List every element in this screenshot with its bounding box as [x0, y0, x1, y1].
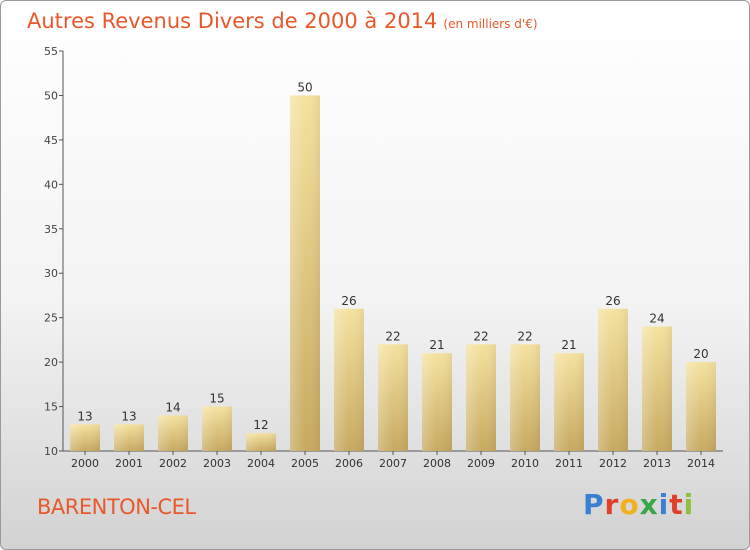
x-tick-label: 2005 — [291, 457, 319, 470]
bar-shading — [422, 353, 452, 451]
bar-value-label: 22 — [517, 329, 532, 343]
x-tick-label: 2006 — [335, 457, 363, 470]
y-tick-label: 55 — [44, 45, 58, 58]
logo-letter: o — [619, 488, 640, 521]
bar-shading — [70, 424, 100, 451]
bar-shading — [466, 344, 496, 451]
x-tick-label: 2002 — [159, 457, 187, 470]
bar-value-label: 50 — [297, 80, 312, 94]
logo-letter: x — [639, 488, 659, 521]
bar-value-label: 21 — [429, 338, 444, 352]
bar-value-label: 12 — [253, 418, 268, 432]
bar-shading — [114, 424, 144, 451]
logo-letter: i — [658, 488, 670, 521]
bar-shading — [598, 308, 628, 451]
bar-value-label: 22 — [385, 329, 400, 343]
bar-value-label: 20 — [693, 347, 708, 361]
bar-shading — [158, 415, 188, 451]
logo-letter: P — [583, 488, 605, 521]
axes: 10 15 20 25 30 35 40 45 50 55 2000 2001 2002 2003 2004… — [44, 45, 723, 470]
x-tick-label: 2014 — [687, 457, 715, 470]
bar-value-label: 26 — [341, 294, 356, 308]
y-tick-label: 15 — [44, 401, 58, 414]
bar-shading — [686, 362, 716, 451]
y-tick-label: 30 — [44, 267, 58, 280]
bar-value-label: 14 — [165, 400, 180, 414]
bar-value-label: 15 — [209, 392, 224, 406]
logo-letter: t — [669, 488, 684, 521]
location-label: BARENTON-CEL — [37, 495, 196, 519]
x-tick-label: 2007 — [379, 457, 407, 470]
bar-value-label: 13 — [77, 409, 92, 423]
bar-shading — [642, 326, 672, 451]
x-tick-label: 2000 — [71, 457, 99, 470]
bar-value-label: 21 — [561, 338, 576, 352]
bars: 13 13 14 15 12 50 26 22 21 22 22 21 26 24 20 — [70, 80, 716, 451]
y-tick-label: 25 — [44, 312, 58, 325]
title-unit: (en milliers d'€) — [443, 17, 538, 31]
title-text: Autres Revenus Divers de 2000 à 2014 — [27, 9, 438, 33]
bar-value-label: 24 — [649, 312, 664, 326]
bar-value-label: 26 — [605, 294, 620, 308]
logo-letter: i — [683, 488, 695, 521]
x-tick-label: 2004 — [247, 457, 275, 470]
x-tick-label: 2011 — [555, 457, 583, 470]
bar-value-label: 13 — [121, 409, 136, 423]
y-tick-label: 40 — [44, 178, 58, 191]
y-tick-label: 20 — [44, 356, 58, 369]
bar-shading — [290, 95, 320, 451]
x-tick-label: 2013 — [643, 457, 671, 470]
proxiti-logo: Proxiti — [583, 488, 694, 521]
y-tick-label: 45 — [44, 134, 58, 147]
bar-shading — [378, 344, 408, 451]
bar-shading — [246, 433, 276, 451]
y-tick-label: 10 — [44, 445, 58, 458]
bar-shading — [510, 344, 540, 451]
x-tick-label: 2009 — [467, 457, 495, 470]
x-tick-label: 2008 — [423, 457, 451, 470]
bar-shading — [334, 308, 364, 451]
chart-title: Autres Revenus Divers de 2000 à 2014 (en … — [27, 9, 538, 33]
x-tick-label: 2012 — [599, 457, 627, 470]
bar-shading — [554, 353, 584, 451]
y-tick-label: 35 — [44, 223, 58, 236]
bar-value-label: 22 — [473, 329, 488, 343]
x-tick-label: 2010 — [511, 457, 539, 470]
bar-shading — [202, 406, 232, 451]
x-tick-label: 2001 — [115, 457, 143, 470]
x-tick-label: 2003 — [203, 457, 231, 470]
y-tick-label: 50 — [44, 89, 58, 102]
logo-letter: r — [604, 488, 620, 521]
